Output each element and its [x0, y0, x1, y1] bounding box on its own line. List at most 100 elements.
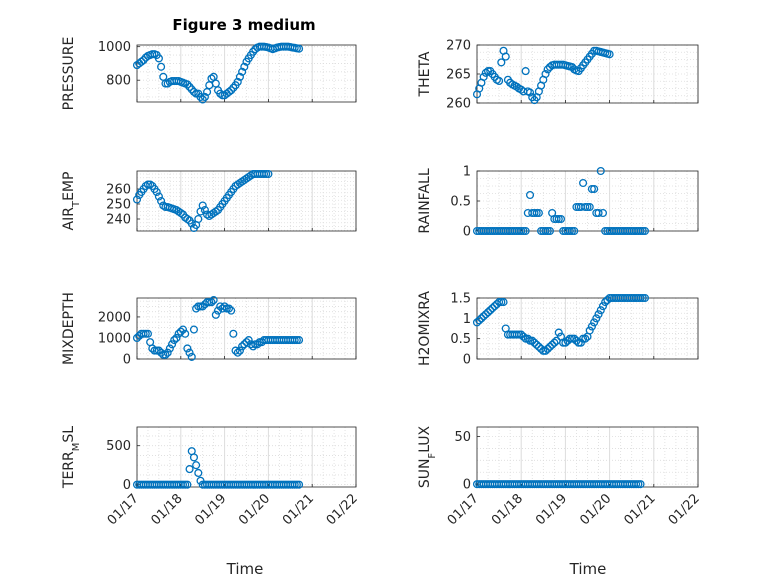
- data-point: [192, 461, 201, 470]
- data-point: [198, 201, 207, 210]
- data-point: [605, 50, 614, 59]
- y-tick-label: 1: [463, 165, 471, 180]
- data-point: [229, 329, 238, 338]
- data-point: [497, 298, 506, 307]
- data-point: [235, 72, 244, 81]
- data-point: [590, 318, 599, 327]
- data-point: [534, 342, 543, 351]
- x-tick-label: 01/19: [192, 491, 229, 528]
- data-point: [519, 332, 528, 341]
- y-tick-label: 50: [454, 430, 471, 445]
- data-point: [167, 340, 177, 349]
- data-point: [176, 327, 185, 336]
- x-tick-label: 01/18: [149, 491, 186, 528]
- data-point: [594, 310, 603, 319]
- y-tick-label: 0: [463, 353, 471, 368]
- y-tick-label: 0: [463, 478, 471, 493]
- data-point: [211, 310, 220, 319]
- data-point: [220, 302, 229, 311]
- data-point: [590, 184, 599, 194]
- data-point: [548, 340, 557, 349]
- data-series: [472, 293, 650, 355]
- data-point: [570, 226, 579, 236]
- data-point: [574, 338, 583, 347]
- data-point: [559, 338, 568, 347]
- data-point: [541, 346, 550, 355]
- y-axis-label: THETA: [417, 51, 433, 97]
- data-point: [587, 184, 596, 194]
- data-point: [185, 465, 194, 474]
- data-point: [200, 205, 209, 215]
- data-point: [638, 293, 647, 303]
- data-point: [552, 214, 561, 224]
- data-point: [211, 207, 220, 216]
- data-point: [530, 208, 539, 218]
- y-tick-label: 0.5: [450, 195, 471, 210]
- data-point: [231, 346, 240, 355]
- data-point: [636, 293, 645, 303]
- axes-frame: [136, 44, 357, 103]
- data-point: [479, 72, 488, 81]
- data-point: [157, 196, 166, 206]
- data-point: [543, 344, 552, 353]
- data-point: [249, 342, 258, 351]
- y-axis-label: H2OMIXRA: [417, 291, 433, 366]
- y-tick-label: 1: [463, 312, 471, 327]
- data-point: [519, 226, 528, 236]
- data-point: [479, 312, 488, 321]
- data-point: [545, 226, 554, 236]
- data-point: [143, 329, 153, 338]
- data-point: [227, 86, 236, 95]
- data-point: [579, 178, 588, 188]
- data-point: [525, 336, 535, 345]
- y-tick-label: 260: [106, 183, 131, 198]
- axes-pressure: 800 1000 PRESSURE: [61, 37, 357, 110]
- x-tick-label: 01/21: [622, 491, 659, 528]
- data-point: [598, 208, 608, 218]
- y-axis-label: RAINFALL: [417, 168, 433, 233]
- data-point: [592, 314, 601, 323]
- y-axis-label: TERRMSL: [61, 426, 82, 489]
- data-point: [181, 329, 190, 338]
- data-point: [183, 480, 192, 489]
- data-point: [581, 202, 590, 212]
- data-point: [486, 306, 495, 315]
- data-point: [596, 306, 605, 315]
- x-axis-label-left: Time: [226, 560, 264, 578]
- data-point: [154, 54, 163, 63]
- data-point: [185, 82, 194, 91]
- data-point: [249, 47, 258, 56]
- axes-h2omixra: 0 0.5 1 1.5 H2OMIXRA: [417, 291, 699, 368]
- data-point: [523, 334, 532, 343]
- data-point: [530, 338, 539, 347]
- data-point: [146, 180, 155, 189]
- x-axis-label-right: Time: [569, 560, 607, 578]
- data-point: [194, 468, 203, 478]
- data-point: [295, 336, 304, 345]
- data-point: [187, 352, 196, 361]
- data-point: [172, 333, 181, 343]
- y-tick-label: 0: [123, 478, 131, 493]
- data-point: [570, 334, 579, 343]
- data-point: [200, 92, 209, 102]
- data-point: [532, 340, 541, 349]
- data-point: [488, 304, 497, 313]
- axes-sun-flux: 0 50 01/17 01/18 01/19 01/20 01/21 01/22 SUNFLUX: [417, 425, 703, 528]
- data-point: [585, 326, 594, 335]
- data-point: [224, 87, 234, 96]
- x-tick-label: 01/21: [280, 491, 317, 528]
- x-tick-label: 01/20: [236, 491, 273, 528]
- data-point: [585, 202, 594, 212]
- data-point: [132, 333, 142, 343]
- data-point: [170, 336, 179, 345]
- y-axis-label: MIXDEPTH: [61, 292, 77, 365]
- y-tick-label: 1000: [98, 331, 131, 346]
- data-point: [579, 334, 588, 343]
- data-point: [154, 346, 163, 355]
- data-point: [587, 322, 596, 331]
- data-point: [187, 85, 196, 94]
- x-tick-label: 01/20: [577, 491, 614, 528]
- data-point: [632, 480, 641, 489]
- data-point: [561, 338, 570, 347]
- data-point: [495, 76, 504, 86]
